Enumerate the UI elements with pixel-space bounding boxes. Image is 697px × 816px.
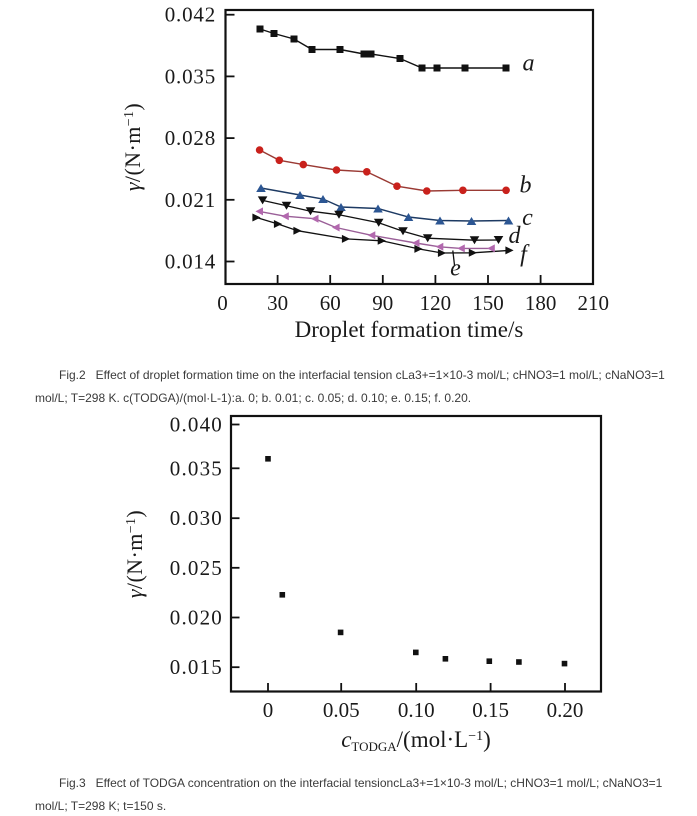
svg-text:60: 60 [320,291,341,315]
svg-text:0.021: 0.021 [165,188,216,212]
svg-text:e: e [450,256,461,282]
svg-text:0.028: 0.028 [165,126,216,150]
svg-text:90: 90 [372,291,393,315]
svg-text:0.10: 0.10 [398,698,435,722]
svg-text:120: 120 [420,291,452,315]
svg-text:0.20: 0.20 [547,698,584,722]
svg-text:0.15: 0.15 [472,698,509,722]
svg-text:30: 30 [267,291,288,315]
svg-text:γ/(N·m−1): γ/(N·m−1) [120,103,145,191]
svg-text:0.035: 0.035 [165,64,216,88]
svg-text:a: a [523,51,535,77]
svg-text:150: 150 [472,291,504,315]
svg-text:0.020: 0.020 [170,606,223,630]
svg-text:f: f [520,242,530,268]
svg-text:Droplet formation time/s: Droplet formation time/s [295,317,524,342]
svg-text:0.030: 0.030 [170,506,223,530]
svg-text:c: c [522,205,533,231]
svg-text:0.042: 0.042 [165,3,216,27]
svg-text:0.025: 0.025 [170,556,223,580]
svg-text:0: 0 [263,698,274,722]
svg-text:0.015: 0.015 [170,655,223,679]
svg-text:0: 0 [217,291,228,315]
svg-text:γ/(N·m−1): γ/(N·m−1) [122,510,147,598]
svg-text:0.014: 0.014 [165,250,216,274]
svg-text:0.035: 0.035 [170,456,223,480]
svg-text:b: b [520,173,532,199]
svg-text:d: d [509,223,522,249]
svg-text:cTODGA/(mol·L−1): cTODGA/(mol·L−1) [341,727,491,754]
svg-text:0.05: 0.05 [323,698,360,722]
svg-text:210: 210 [577,291,609,315]
svg-text:0.040: 0.040 [170,413,223,437]
svg-text:180: 180 [525,291,557,315]
